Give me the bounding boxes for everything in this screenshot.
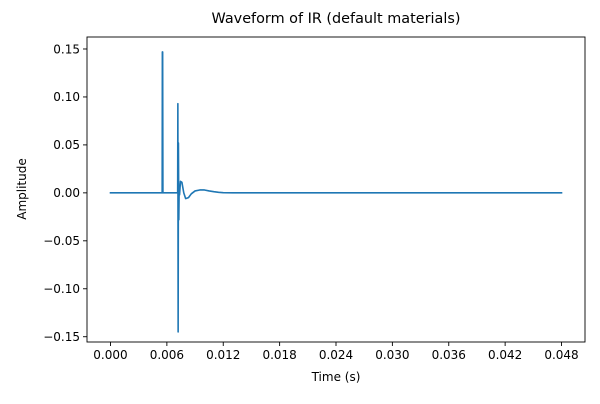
- y-tick-label: 0.15: [53, 42, 80, 56]
- y-tick-label: −0.05: [43, 234, 80, 248]
- x-tick-label: 0.048: [544, 348, 578, 362]
- y-tick-label: 0.10: [53, 90, 80, 104]
- data-line: [109, 51, 563, 333]
- x-tick-label: 0.006: [150, 348, 184, 362]
- x-tick-label: 0.000: [93, 348, 127, 362]
- chart-title: Waveform of IR (default materials): [211, 11, 461, 27]
- y-tick-label: 0.05: [53, 138, 80, 152]
- y-tick-label: −0.10: [43, 282, 80, 296]
- y-tick-label: −0.15: [43, 330, 80, 344]
- y-tick-label: 0.00: [53, 186, 80, 200]
- x-tick-label: 0.042: [488, 348, 522, 362]
- x-axis-label: Time (s): [311, 370, 361, 384]
- x-tick-label: 0.012: [206, 348, 240, 362]
- x-tick-label: 0.030: [375, 348, 409, 362]
- x-tick-label: 0.024: [319, 348, 353, 362]
- x-tick-label: 0.018: [262, 348, 296, 362]
- y-axis-label: Amplitude: [15, 158, 29, 220]
- x-tick-label: 0.036: [432, 348, 466, 362]
